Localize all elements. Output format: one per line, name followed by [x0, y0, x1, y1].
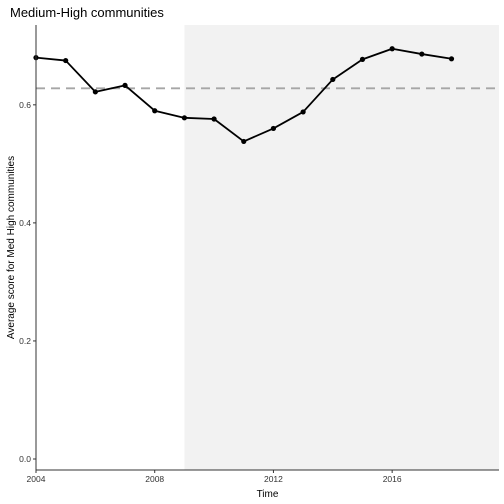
y-tick-label: 0.2	[19, 336, 31, 346]
y-axis-label: Average score for Med High communities	[6, 156, 17, 339]
data-point	[92, 89, 98, 95]
data-point	[241, 138, 247, 145]
y-tick-label: 0.6	[19, 100, 31, 110]
x-tick-label: 2004	[27, 474, 46, 484]
shaded-rect	[184, 25, 499, 470]
y-tick-label: 0.0	[19, 454, 31, 464]
x-axis-label: Time	[257, 489, 279, 500]
data-point	[359, 56, 366, 62]
x-tick-label: 2008	[145, 474, 164, 484]
series-group	[33, 46, 455, 145]
y-tick-label: 0.4	[19, 218, 31, 228]
data-point	[330, 76, 336, 83]
data-point	[389, 46, 395, 52]
data-point	[211, 116, 217, 122]
data-point	[448, 56, 455, 62]
data-point	[122, 82, 128, 88]
data-point	[63, 57, 69, 64]
data-point	[181, 115, 187, 121]
data-point	[300, 109, 306, 115]
data-point	[152, 108, 158, 114]
shaded-region	[184, 25, 499, 470]
x-tick-label: 2012	[264, 474, 283, 484]
axes: 2004 2008 2012 2016 0.0 0.2 0.4 0.6	[19, 25, 499, 484]
data-point	[270, 125, 277, 132]
data-point	[419, 51, 425, 57]
x-tick-label: 2016	[383, 474, 402, 484]
chart-title: Medium-High communities	[10, 5, 164, 20]
